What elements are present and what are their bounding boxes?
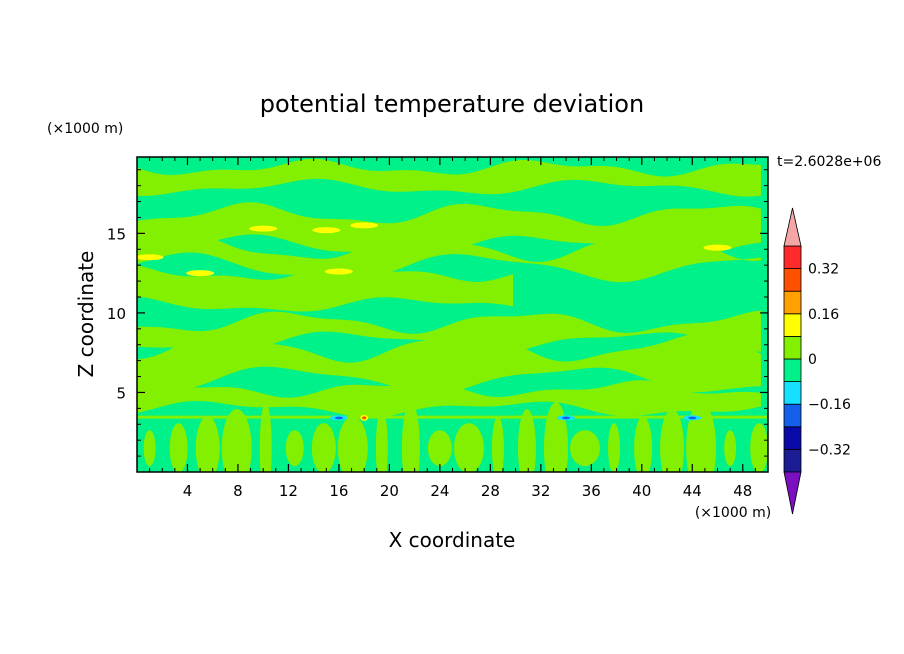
anomaly-plume bbox=[517, 409, 536, 472]
anomaly-plume bbox=[311, 423, 336, 472]
x-axis-unit: (×1000 m) bbox=[695, 505, 771, 521]
positive-spot bbox=[703, 244, 732, 251]
colorbar-under-arrow bbox=[783, 471, 802, 515]
anomaly-plume bbox=[453, 423, 484, 472]
x-tick-label: 24 bbox=[430, 482, 449, 500]
y-axis-label: Z coordinate bbox=[74, 251, 98, 378]
positive-spot bbox=[186, 270, 215, 277]
colorbar-label: 0.32 bbox=[808, 262, 839, 278]
colorbar-over-arrow bbox=[783, 207, 802, 247]
anomaly-layer bbox=[137, 202, 761, 259]
anomaly-layer bbox=[137, 333, 761, 395]
colorbar-segment bbox=[783, 426, 802, 450]
time-label: t=2.6028e+06 bbox=[777, 154, 881, 170]
anomaly-plume bbox=[221, 409, 252, 472]
x-axis-ticks: 4 8 12 16 20 24 28 32 36 40 44 48 bbox=[149, 157, 756, 500]
colorbar-label: 0.16 bbox=[808, 307, 839, 323]
anomaly-plume bbox=[427, 430, 452, 467]
anomaly-plume bbox=[608, 423, 621, 472]
chart-title: potential temperature deviation bbox=[260, 90, 644, 118]
positive-spot bbox=[249, 225, 278, 232]
colorbar-label: 0 bbox=[808, 352, 817, 368]
colorbar-segment bbox=[783, 448, 802, 473]
anomaly-plume bbox=[259, 402, 272, 472]
anomaly-layer bbox=[137, 310, 761, 354]
anomaly-layer bbox=[137, 265, 513, 312]
colorbar-segment bbox=[783, 313, 802, 337]
x-tick-label: 32 bbox=[531, 482, 550, 500]
negative-spot-core bbox=[334, 416, 343, 420]
x-tick-label: 40 bbox=[632, 482, 651, 500]
colorbar-segment bbox=[783, 358, 802, 383]
y-tick-label: 5 bbox=[116, 384, 126, 402]
anomaly-plume bbox=[337, 416, 368, 472]
x-tick-label: 12 bbox=[279, 482, 298, 500]
x-tick-label: 48 bbox=[733, 482, 752, 500]
anomaly-plume bbox=[143, 430, 156, 467]
y-axis-ticks: 5 10 15 bbox=[107, 169, 768, 457]
x-tick-label: 28 bbox=[481, 482, 500, 500]
colorbar-segment bbox=[783, 290, 802, 315]
anomaly-plume bbox=[634, 416, 653, 472]
negative-spot-core bbox=[562, 416, 571, 420]
colorbar-segment bbox=[783, 381, 802, 405]
anomaly-spots bbox=[137, 222, 732, 421]
anomaly-plume bbox=[375, 409, 388, 472]
colorbar: −0.32 −0.16 0 0.16 0.32 bbox=[783, 207, 851, 515]
anomaly-plume bbox=[660, 409, 685, 472]
x-axis-label: X coordinate bbox=[389, 528, 516, 552]
positive-spot bbox=[324, 268, 353, 275]
contour-field bbox=[137, 157, 768, 472]
y-tick-label: 15 bbox=[107, 225, 126, 243]
positive-spot bbox=[350, 222, 379, 229]
hot-spot-core bbox=[362, 416, 367, 420]
colorbar-label: −0.32 bbox=[808, 442, 851, 458]
y-axis-unit: (×1000 m) bbox=[47, 121, 123, 137]
anomaly-plume bbox=[570, 430, 601, 467]
positive-spot bbox=[312, 227, 341, 234]
anomaly-layer bbox=[137, 232, 761, 283]
colorbar-segment bbox=[783, 403, 802, 428]
positive-spot bbox=[137, 254, 164, 261]
inversion-line bbox=[137, 415, 768, 419]
colorbar-label: −0.16 bbox=[808, 397, 851, 413]
x-tick-label: 20 bbox=[380, 482, 399, 500]
anomaly-plume bbox=[750, 423, 768, 472]
anomaly-plume bbox=[169, 423, 188, 472]
x-tick-label: 44 bbox=[683, 482, 702, 500]
anomaly-plume bbox=[401, 402, 420, 472]
anomaly-layer bbox=[137, 380, 761, 418]
colorbar-segment bbox=[783, 245, 802, 270]
colorbar-segment bbox=[783, 335, 802, 360]
x-tick-label: 4 bbox=[183, 482, 193, 500]
anomaly-plume bbox=[285, 430, 304, 467]
x-tick-label: 16 bbox=[329, 482, 348, 500]
anomaly-plume bbox=[195, 416, 220, 472]
positive-anomaly-layers bbox=[137, 158, 768, 472]
x-tick-label: 8 bbox=[233, 482, 243, 500]
y-tick-label: 10 bbox=[107, 305, 126, 323]
negative-spot-core bbox=[688, 416, 697, 420]
colorbar-segment bbox=[783, 268, 802, 292]
anomaly-layer bbox=[137, 158, 761, 197]
x-tick-label: 36 bbox=[582, 482, 601, 500]
anomaly-plume bbox=[491, 416, 504, 472]
anomaly-plume bbox=[724, 430, 737, 467]
